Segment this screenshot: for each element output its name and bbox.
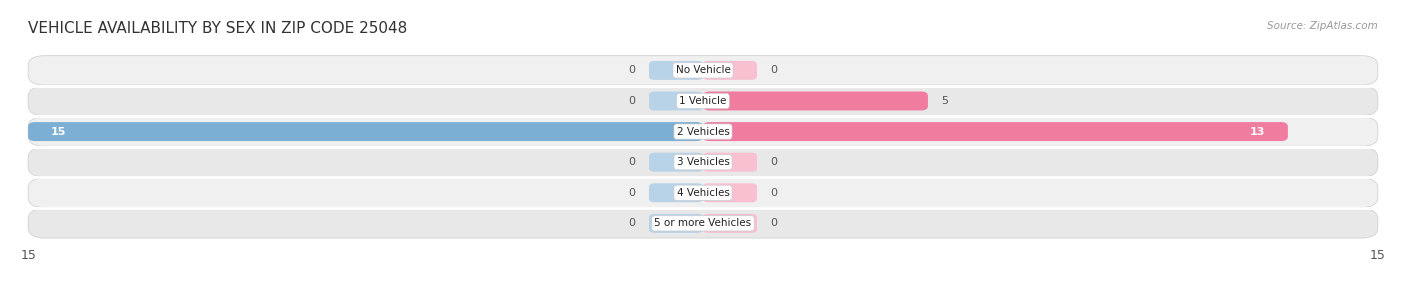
FancyBboxPatch shape <box>703 122 1288 141</box>
Text: 0: 0 <box>628 157 636 167</box>
Text: Source: ZipAtlas.com: Source: ZipAtlas.com <box>1267 21 1378 32</box>
Text: 0: 0 <box>770 218 778 228</box>
FancyBboxPatch shape <box>703 153 756 172</box>
Text: 4 Vehicles: 4 Vehicles <box>676 188 730 198</box>
Text: 0: 0 <box>628 65 636 75</box>
Text: 5 or more Vehicles: 5 or more Vehicles <box>654 218 752 228</box>
FancyBboxPatch shape <box>650 183 703 202</box>
Text: 0: 0 <box>628 188 636 198</box>
FancyBboxPatch shape <box>28 122 703 141</box>
Text: 1 Vehicle: 1 Vehicle <box>679 96 727 106</box>
FancyBboxPatch shape <box>28 147 1378 177</box>
FancyBboxPatch shape <box>650 214 703 233</box>
Text: 0: 0 <box>770 188 778 198</box>
FancyBboxPatch shape <box>28 209 1378 238</box>
Text: 0: 0 <box>628 218 636 228</box>
FancyBboxPatch shape <box>650 91 703 110</box>
FancyBboxPatch shape <box>650 61 703 80</box>
FancyBboxPatch shape <box>650 153 703 172</box>
Text: VEHICLE AVAILABILITY BY SEX IN ZIP CODE 25048: VEHICLE AVAILABILITY BY SEX IN ZIP CODE … <box>28 21 408 36</box>
Text: 13: 13 <box>1250 127 1265 136</box>
Text: 0: 0 <box>770 157 778 167</box>
Text: No Vehicle: No Vehicle <box>675 65 731 75</box>
FancyBboxPatch shape <box>28 117 1378 146</box>
Text: 0: 0 <box>628 96 636 106</box>
FancyBboxPatch shape <box>703 91 928 110</box>
Text: 3 Vehicles: 3 Vehicles <box>676 157 730 167</box>
Text: 5: 5 <box>942 96 949 106</box>
FancyBboxPatch shape <box>28 178 1378 207</box>
FancyBboxPatch shape <box>703 214 756 233</box>
Text: 15: 15 <box>51 127 66 136</box>
FancyBboxPatch shape <box>703 183 756 202</box>
FancyBboxPatch shape <box>28 56 1378 85</box>
Text: 2 Vehicles: 2 Vehicles <box>676 127 730 136</box>
Text: 0: 0 <box>770 65 778 75</box>
FancyBboxPatch shape <box>703 61 756 80</box>
FancyBboxPatch shape <box>28 86 1378 116</box>
